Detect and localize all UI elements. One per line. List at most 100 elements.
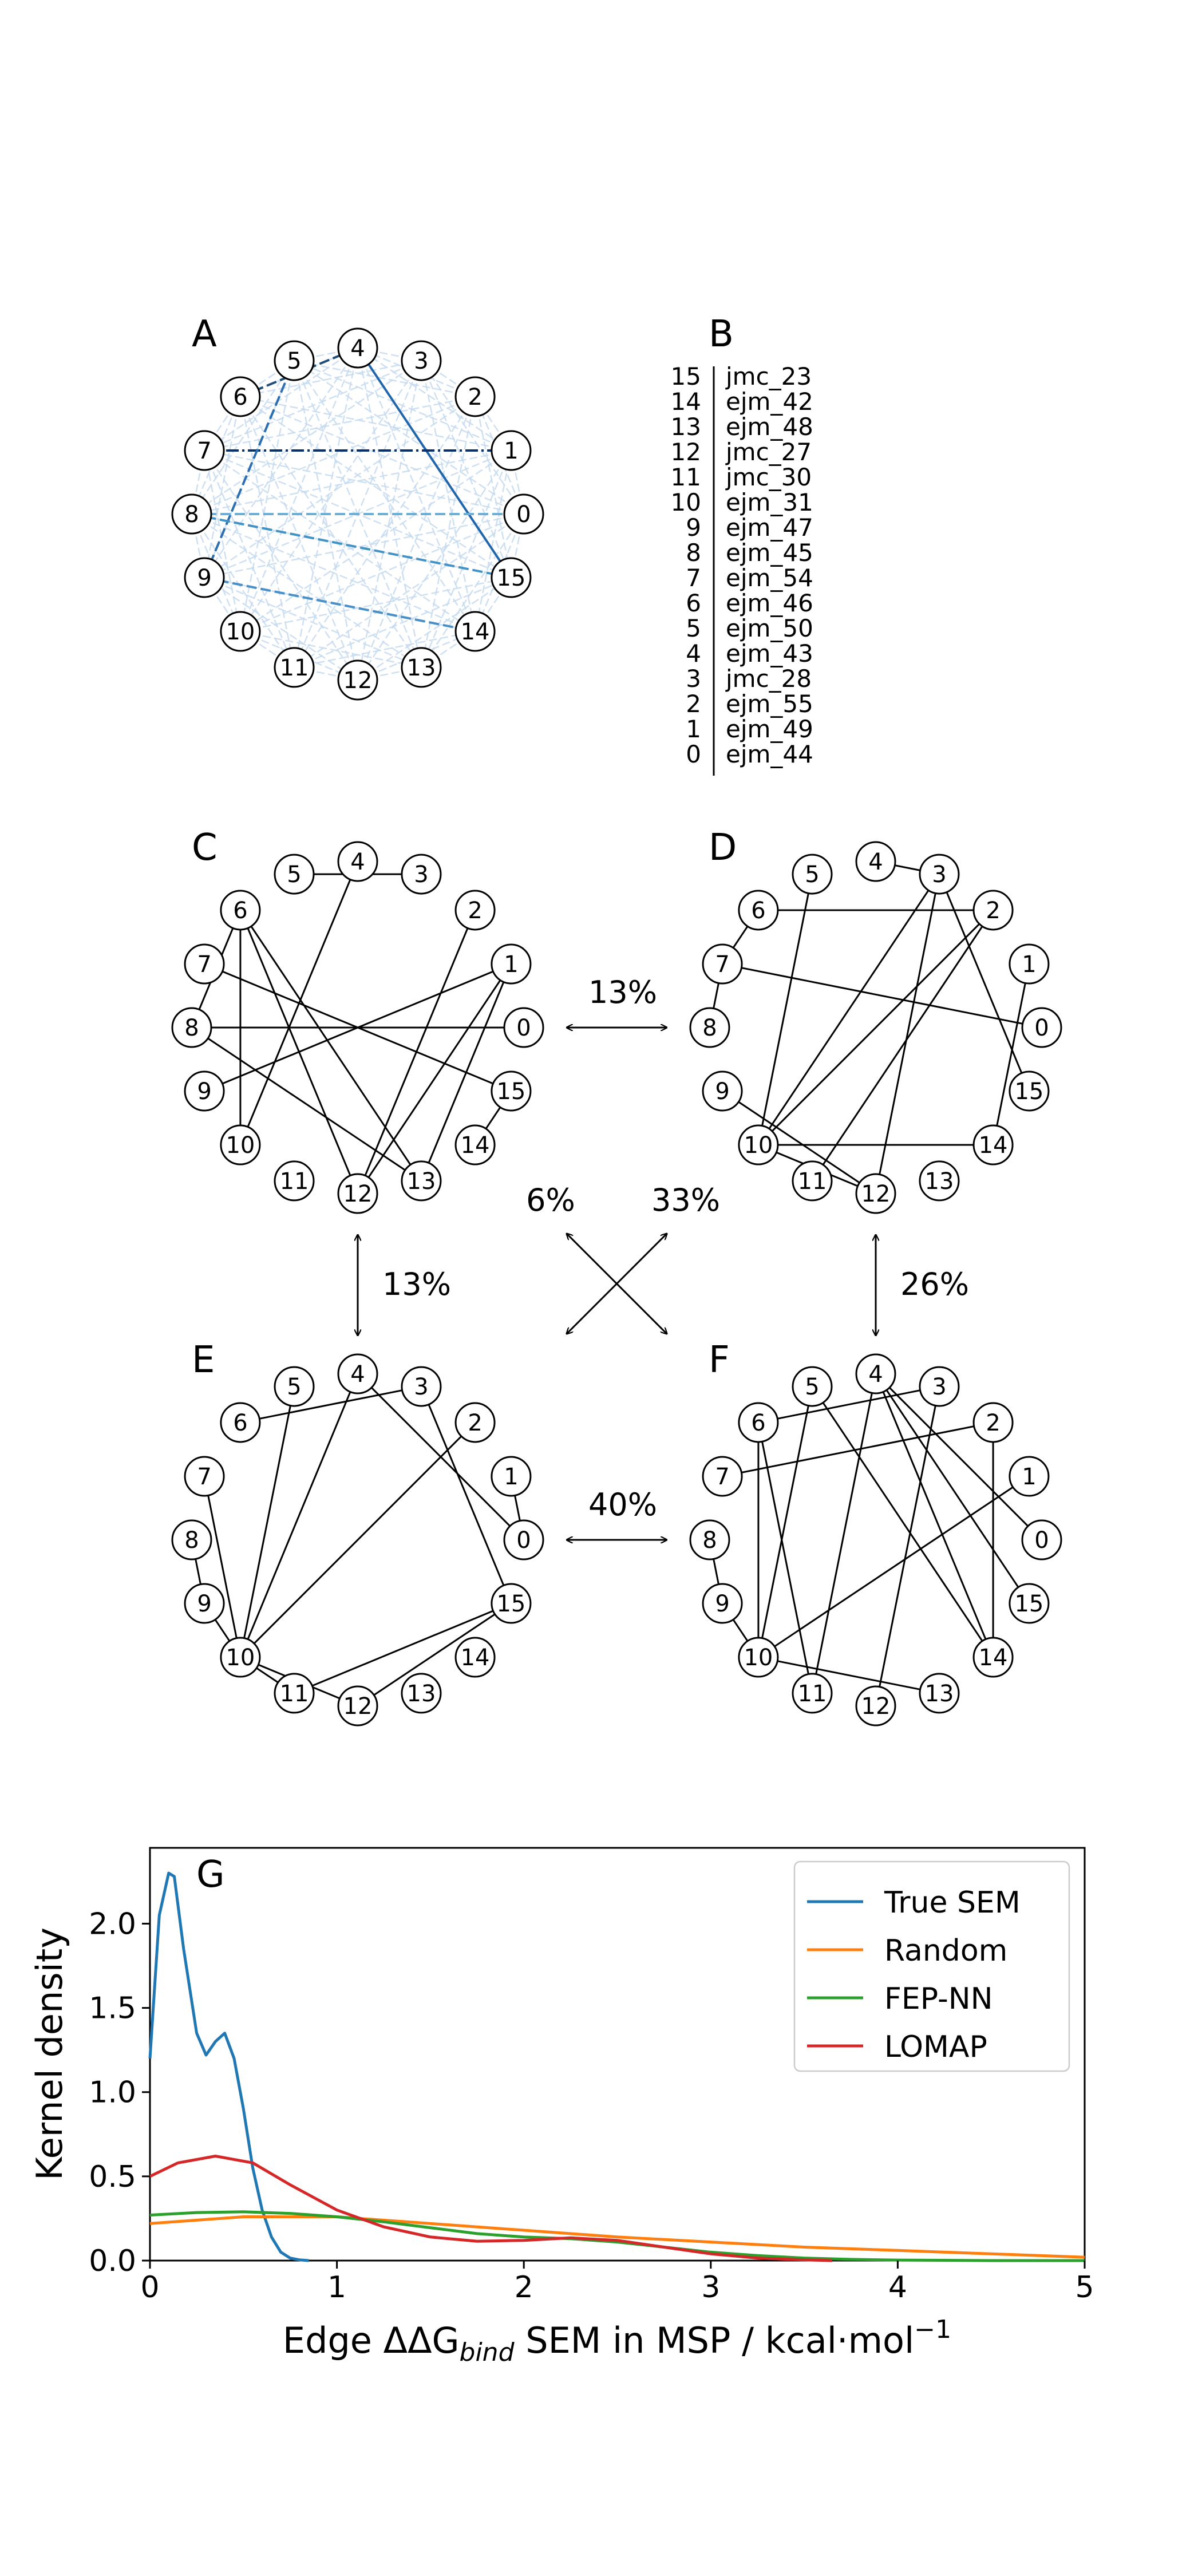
- graph-edge: [239, 396, 422, 668]
- node-label: 15: [1014, 1078, 1043, 1105]
- node-label: 4: [868, 1361, 883, 1388]
- graph-node: 14: [454, 611, 496, 652]
- node-circle: [855, 1173, 896, 1214]
- node-circle: [855, 1353, 896, 1394]
- graph-node: 7: [702, 943, 743, 985]
- graph-edge: [811, 910, 994, 1182]
- legend-entry: True SEM: [884, 1886, 1021, 1920]
- ligand-index: 15: [671, 362, 701, 390]
- graph-edge: [992, 963, 1030, 1145]
- node-label: 10: [226, 619, 255, 645]
- ligand-name: ejm_31: [726, 488, 813, 516]
- graph-edge: [203, 1476, 242, 1658]
- node-label: 11: [798, 1168, 827, 1195]
- graph-node: 14: [454, 1124, 496, 1165]
- graph-node: 10: [738, 1124, 779, 1165]
- node-circle: [401, 340, 442, 381]
- node-circle: [491, 1583, 532, 1624]
- graph-edge: [191, 513, 512, 579]
- node-label: 0: [1034, 1015, 1049, 1041]
- table-row: 15 jmc_23: [671, 362, 812, 390]
- graph-edge: [474, 396, 512, 578]
- graph-edge: [239, 910, 422, 1182]
- graph-node: 3: [919, 1366, 960, 1407]
- graph-edge: [294, 576, 512, 669]
- graph-node: 12: [855, 1685, 896, 1726]
- graph-node: 13: [401, 647, 442, 688]
- node-label: 12: [861, 1693, 891, 1720]
- graph-edge: [239, 1386, 295, 1658]
- graph-edge: [420, 360, 525, 515]
- node-circle: [220, 890, 261, 931]
- graph-node: 10: [220, 611, 261, 652]
- ligand-index: 0: [686, 740, 701, 768]
- node-label: 4: [350, 335, 365, 362]
- node-circle: [220, 1124, 261, 1165]
- graph-edge: [204, 450, 359, 681]
- graph-edge: [293, 396, 476, 668]
- node-label: 15: [496, 1591, 525, 1617]
- x-label-sub: bind: [460, 2338, 515, 2367]
- graph-edge: [811, 1373, 877, 1694]
- node-circle: [792, 1366, 833, 1407]
- graph-node: 14: [972, 1124, 1014, 1165]
- node-label: 2: [468, 1410, 482, 1436]
- node-label: 11: [280, 655, 309, 681]
- node-label: 3: [414, 1374, 428, 1400]
- y-tick-label: 2.0: [89, 1907, 136, 1941]
- node-label: 10: [226, 1645, 255, 1671]
- node-circle: [491, 1456, 532, 1497]
- graph-node: 14: [454, 1637, 496, 1678]
- graph-node: 6: [738, 890, 779, 931]
- graph-node: 1: [491, 943, 532, 985]
- graph-node: 15: [491, 557, 532, 598]
- panel-label-a: A: [192, 313, 217, 355]
- graph-edge: [293, 360, 476, 632]
- graph-edge: [240, 396, 512, 579]
- graph-node: 7: [184, 1456, 225, 1497]
- y-tick-label: 0.0: [89, 2244, 136, 2278]
- graph-edge: [758, 1475, 1030, 1658]
- graph-node: 6: [220, 890, 261, 931]
- graph-node: 4: [855, 841, 896, 882]
- node-circle: [171, 1007, 212, 1048]
- y-tick-label: 0.5: [89, 2160, 136, 2194]
- node-circle: [972, 1402, 1014, 1443]
- node-circle: [491, 557, 532, 598]
- graph-edge: [758, 1385, 940, 1424]
- table-row: 6 ejm_46: [686, 589, 813, 617]
- node-label: 11: [798, 1681, 827, 1707]
- graph-edge: [722, 1090, 876, 1195]
- node-circle: [1009, 1456, 1050, 1497]
- graph-edge: [191, 449, 512, 515]
- graph-edge: [875, 1373, 994, 1658]
- node-label: 6: [751, 1410, 765, 1436]
- node-circle: [184, 430, 225, 471]
- node-circle: [702, 1070, 743, 1112]
- node-label: 3: [932, 1374, 946, 1400]
- node-label: 15: [496, 1078, 525, 1105]
- graph-node: 13: [401, 1673, 442, 1714]
- node-label: 15: [496, 565, 525, 591]
- arrow-d-e: [567, 1234, 667, 1334]
- table-row: 3 jmc_28: [686, 665, 812, 693]
- graph-edge: [239, 910, 359, 1194]
- node-circle: [972, 1637, 1014, 1678]
- panel-label-c: C: [192, 827, 218, 869]
- graph-node: 9: [184, 1070, 225, 1112]
- node-label: 13: [925, 1168, 954, 1195]
- ligand-index: 10: [671, 488, 701, 516]
- table-row: 1 ejm_49: [686, 715, 813, 743]
- graph-node: 7: [184, 430, 225, 471]
- node-label: 9: [197, 1591, 211, 1617]
- node-label: 10: [744, 1645, 773, 1671]
- node-label: 7: [197, 1464, 211, 1490]
- graph-node: 11: [274, 647, 315, 688]
- table-row: 4 ejm_43: [686, 639, 813, 667]
- x-tick-label: 4: [888, 2270, 907, 2305]
- node-label: 4: [350, 849, 365, 875]
- graph-node: 4: [337, 1353, 378, 1394]
- graph-node: 11: [792, 1673, 833, 1714]
